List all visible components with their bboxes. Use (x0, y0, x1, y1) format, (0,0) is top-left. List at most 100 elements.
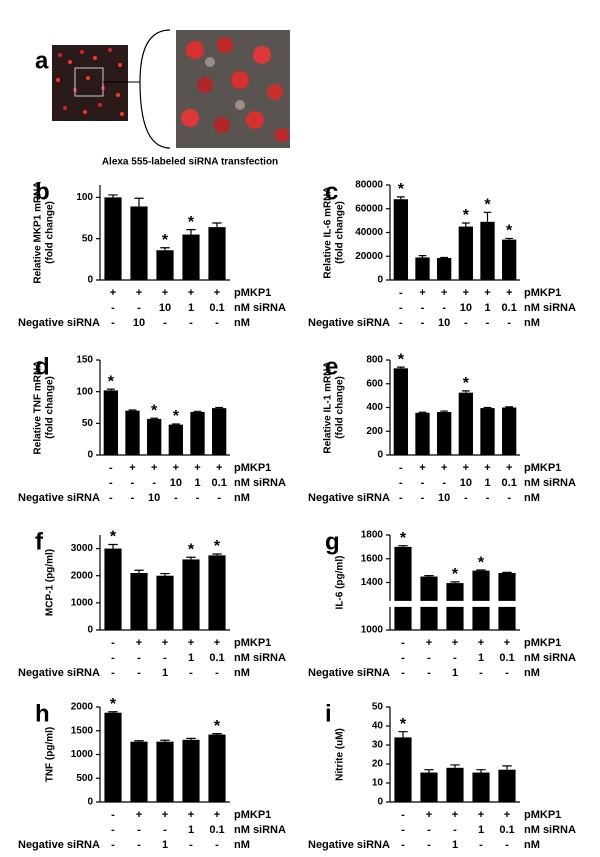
condition-cell: - (399, 462, 403, 474)
y-tick-label: 50 (82, 418, 94, 429)
condition-cell: - (174, 492, 178, 504)
condition-cell: 1 (162, 839, 168, 851)
significance-star: * (484, 197, 491, 214)
condition-cell: + (110, 287, 116, 299)
row-label: Negative siRNA (18, 317, 100, 329)
row-label: pMKP1 (524, 809, 561, 821)
row-label: nM siRNA (524, 302, 576, 314)
y-tick-label: 1000 (71, 749, 94, 760)
row-label: Negative siRNA (308, 492, 390, 504)
error-bar (483, 406, 492, 409)
bar (480, 221, 495, 280)
condition-cell: - (401, 824, 405, 836)
bar (208, 555, 226, 630)
y-tick-label: 20 (372, 759, 384, 770)
significance-star: * (452, 566, 459, 583)
error-bar (418, 255, 427, 258)
condition-cell: 1 (194, 477, 200, 489)
panel-caption: Alexa 555-labeled siRNA transfection (102, 157, 278, 168)
condition-cell: + (506, 287, 512, 299)
condition-cell: 10 (438, 492, 450, 504)
y-tick-label: 2000 (71, 570, 94, 581)
condition-cell: + (173, 462, 179, 474)
error-bar (160, 247, 170, 251)
condition-cell: + (214, 809, 220, 821)
bar (420, 772, 438, 802)
bar (190, 411, 205, 455)
error-bar (418, 411, 427, 413)
error-bar (502, 571, 512, 574)
bar (437, 258, 452, 280)
row-label: pMKP1 (234, 287, 271, 299)
bar (480, 408, 495, 455)
y-tick-label: 60000 (355, 203, 383, 214)
error-bar (193, 410, 202, 412)
condition-cell: - (479, 839, 483, 851)
y-tick-label: 150 (76, 355, 93, 366)
y-tick-label: 0 (87, 797, 93, 808)
bar (502, 239, 517, 280)
condition-cell: - (111, 317, 115, 329)
condition-cell: - (421, 492, 425, 504)
condition-cell: + (216, 462, 222, 474)
condition-cell: - (196, 492, 200, 504)
row-label: Negative siRNA (18, 492, 100, 504)
y-axis-label: IL-6 (pg/ml) (335, 556, 346, 610)
condition-cell: - (427, 652, 431, 664)
y-tick-label: 500 (76, 773, 93, 784)
condition-cell: 0.1 (209, 824, 224, 836)
y-tick-label: 0 (87, 625, 93, 636)
y-tick-label: 1500 (71, 725, 94, 736)
error-bar (186, 556, 196, 560)
condition-cell: + (463, 462, 469, 474)
row-label: pMKP1 (234, 637, 271, 649)
axis-break (384, 600, 522, 607)
condition-cell: - (421, 302, 425, 314)
condition-cell: - (215, 317, 219, 329)
condition-cell: - (163, 317, 167, 329)
condition-cell: 10 (148, 492, 160, 504)
row-label: nM siRNA (234, 477, 286, 489)
condition-cell: 10 (133, 317, 145, 329)
error-bar (108, 194, 118, 198)
panel-label: c (325, 178, 338, 205)
error-bar (476, 769, 486, 773)
condition-cell: 1 (188, 302, 194, 314)
error-bar (461, 390, 470, 393)
condition-cell: + (426, 809, 432, 821)
condition-cell: + (129, 462, 135, 474)
bar (208, 734, 226, 802)
row-label: nM (234, 492, 250, 504)
y-tick-label: 0 (87, 450, 93, 461)
condition-cell: - (507, 492, 511, 504)
condition-cell: 1 (452, 839, 458, 851)
bar (168, 424, 183, 455)
error-bar (212, 553, 222, 556)
condition-cell: - (137, 824, 141, 836)
condition-cell: + (484, 287, 490, 299)
error-bar (396, 366, 405, 369)
condition-cell: - (505, 839, 509, 851)
condition-cell: - (217, 492, 221, 504)
condition-cell: - (427, 667, 431, 679)
y-axis-label: (fold change) (45, 201, 56, 264)
error-bar (106, 388, 115, 391)
panel-label: f (35, 528, 44, 555)
panel-label: e (325, 353, 338, 380)
y-tick-label: 1000 (361, 625, 384, 636)
bar (437, 412, 452, 455)
condition-cell: - (399, 477, 403, 489)
condition-cell: + (463, 287, 469, 299)
zoom-brace (139, 29, 171, 149)
error-bar (483, 211, 492, 222)
row-label: nM (234, 839, 250, 851)
row-label: nM (234, 317, 250, 329)
significance-star: * (214, 538, 221, 555)
y-tick-label: 80000 (355, 180, 383, 191)
error-bar (186, 229, 196, 235)
significance-star: * (214, 718, 221, 735)
y-axis-label: Nitrite (uM) (335, 728, 346, 781)
bar (446, 767, 464, 802)
significance-star: * (173, 408, 180, 425)
